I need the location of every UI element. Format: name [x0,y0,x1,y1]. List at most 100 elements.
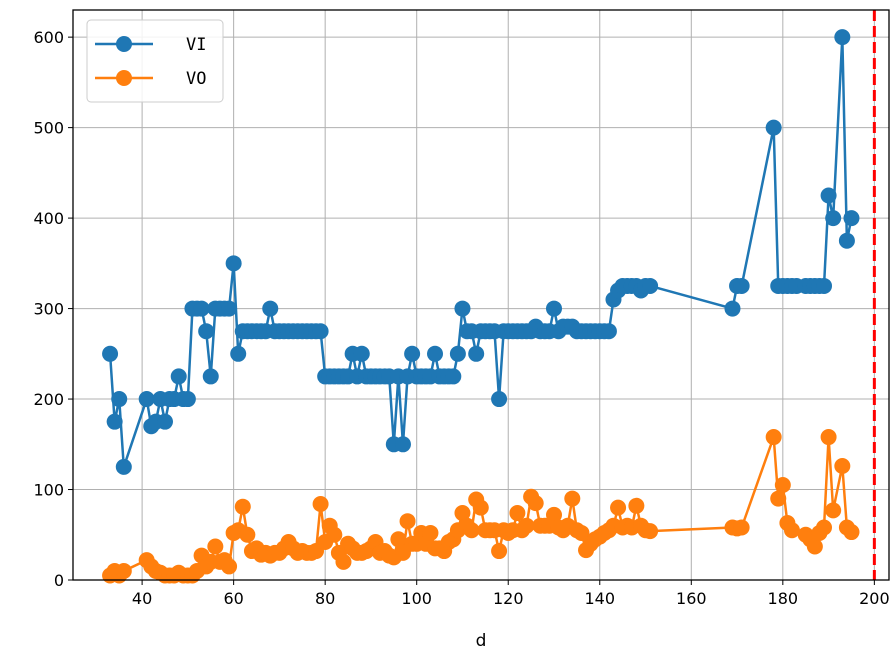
y-tick-label: 400 [33,209,64,228]
data-point-vi [491,391,508,408]
legend-label-vi: VI [186,35,206,55]
data-point-vi [468,345,485,362]
data-point-vo [843,524,860,541]
plot-frame [72,9,890,581]
legend-label-vo: VO [186,69,206,89]
data-point-vi [838,232,855,249]
data-point-vo [509,505,526,522]
data-point-vi [454,300,471,317]
data-point-vo [774,477,791,493]
data-point-vo [783,522,800,539]
legend-marker-vo [116,70,132,86]
data-point-vo [642,523,659,540]
data-point-vo [390,531,407,548]
data-point-vi [600,323,617,340]
data-point-vo [573,524,590,541]
data-point-vi [843,210,860,227]
data-point-vo [816,519,833,536]
x-tick-label: 80 [315,589,335,608]
series-vo [102,429,860,584]
x-tick-label: 140 [584,589,615,608]
x-tick-label: 60 [223,589,243,608]
data-point-vi [106,413,123,430]
data-point-vi [221,300,238,317]
data-point-vi [198,323,215,340]
data-point-vi [546,300,562,317]
data-point-vi [394,436,411,453]
y-tick-label: 200 [33,390,64,409]
data-point-vo [472,499,489,516]
data-point-vi [825,210,842,227]
data-point-vi [449,345,466,362]
series-vi [102,29,860,475]
data-point-vi [225,255,242,272]
x-axis: 40 60 80 100 120 140 160 180 200 [132,580,890,608]
data-point-vo [335,553,352,570]
data-point-vo [546,506,562,523]
data-point-vi [170,368,187,385]
data-point-vi [138,391,155,408]
data-point-vo [491,543,508,560]
data-point-vo [820,429,837,446]
data-point-vi [733,277,750,294]
data-point-vo [221,558,238,575]
data-point-vi [262,300,279,317]
data-point-vi [765,119,782,136]
data-point-vi [445,368,462,385]
data-point-vi [102,345,119,362]
data-point-vi [816,277,833,294]
data-point-vo [234,498,251,515]
data-point-vi [427,345,444,362]
data-point-vo [527,495,544,512]
data-point-vo [733,519,750,536]
y-axis: 0 100 200 300 400 500 600 [33,28,73,590]
data-point-vi [642,277,659,294]
data-point-vi [115,458,132,475]
x-tick-label: 160 [676,589,707,608]
data-point-vo [610,499,627,516]
y-tick-label: 300 [33,300,64,319]
x-tick-label: 120 [493,589,524,608]
data-point-vo [770,490,787,507]
data-point-vo [207,538,224,555]
y-tick-label: 0 [54,571,64,590]
x-axis-label: d [476,631,487,651]
x-tick-label: 180 [768,589,799,608]
series-layer [102,29,860,584]
data-point-vo [115,562,132,579]
data-point-vo [825,502,842,519]
x-tick-label: 40 [132,589,152,608]
data-point-vo [454,505,471,522]
data-point-vo [399,513,416,530]
data-point-vo [312,496,329,512]
data-point-vo [765,429,782,446]
data-point-vo [806,538,823,555]
x-tick-label: 100 [401,589,432,608]
data-point-vi [179,391,196,408]
data-point-vo [564,490,581,507]
y-tick-label: 100 [33,481,64,500]
legend-box [86,19,224,103]
x-tick-label: 200 [859,589,890,608]
data-point-vo [239,526,256,543]
data-point-vi [312,323,329,340]
data-point-vi [834,29,851,46]
data-point-vo [326,526,343,543]
data-point-vo [834,458,851,474]
data-point-vo [518,517,535,534]
data-point-vi [353,345,370,362]
data-point-vi [111,391,128,408]
data-point-vo [628,497,645,514]
data-point-vi [820,187,837,204]
data-point-vi [724,300,741,317]
data-point-vo [422,524,439,541]
data-point-vo [463,522,480,539]
legend: VI VO [86,19,224,103]
data-point-vi [193,300,210,317]
data-point-vi [156,413,173,430]
y-tick-label: 500 [33,119,64,138]
y-tick-label: 600 [33,28,64,47]
data-point-vi [230,345,247,362]
data-point-vi [404,345,421,362]
